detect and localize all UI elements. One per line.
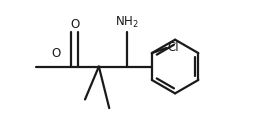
Text: NH$_2$: NH$_2$ bbox=[115, 15, 139, 30]
Text: O: O bbox=[71, 18, 80, 31]
Text: Cl: Cl bbox=[167, 41, 179, 54]
Text: O: O bbox=[51, 47, 60, 60]
